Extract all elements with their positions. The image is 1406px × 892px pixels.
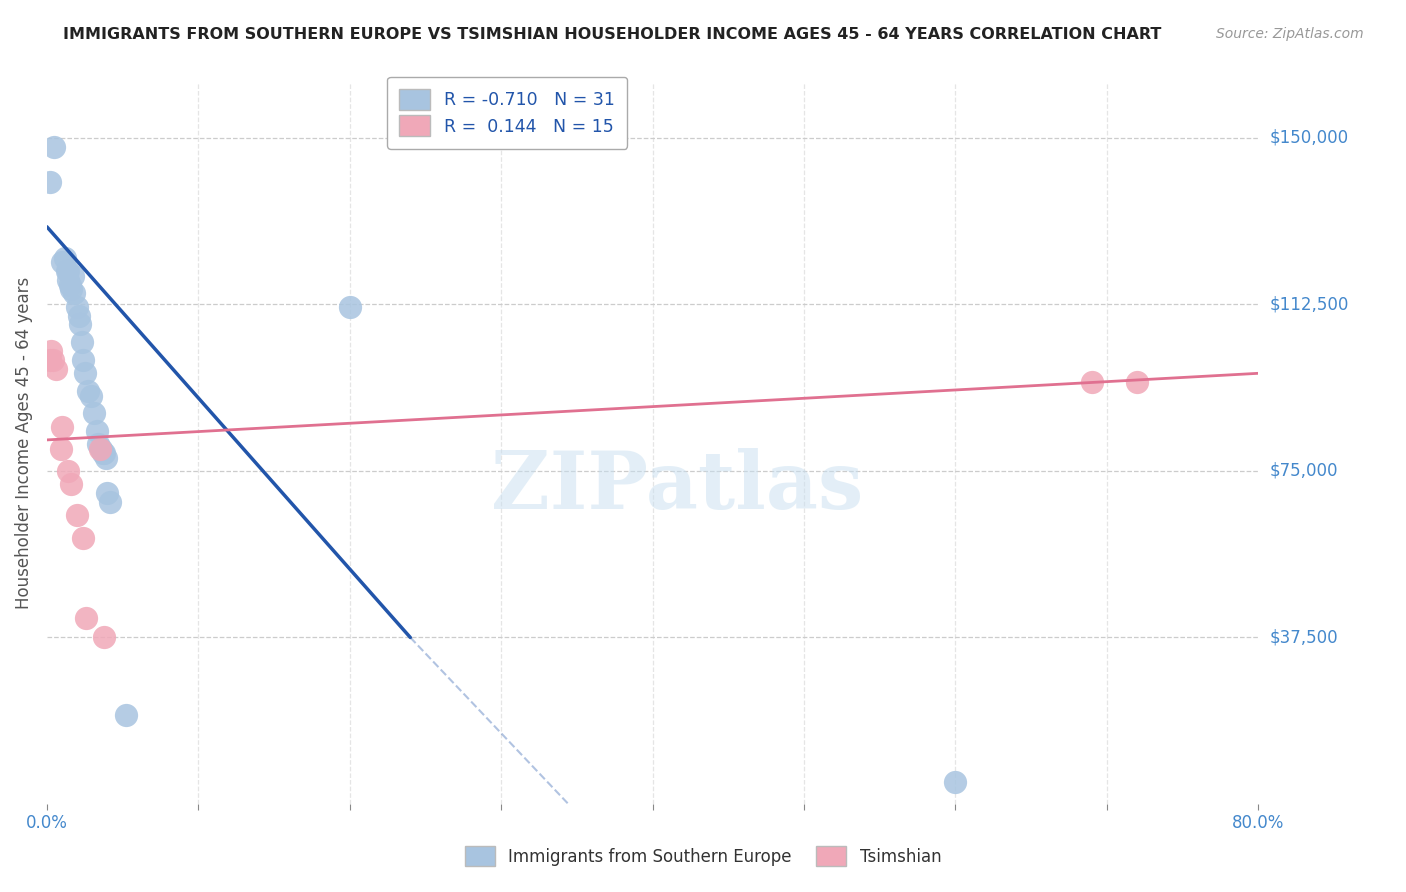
Point: [49, 442, 72, 456]
Point: [114, 708, 136, 723]
Point: [39, 353, 62, 368]
Text: $150,000: $150,000: [1270, 129, 1348, 147]
Text: IMMIGRANTS FROM SOUTHERN EUROPE VS TSIMSHIAN HOUSEHOLDER INCOME AGES 45 - 64 YEA: IMMIGRANTS FROM SOUTHERN EUROPE VS TSIMS…: [63, 27, 1161, 42]
Point: [90, 442, 112, 456]
Point: [1081, 375, 1104, 389]
Point: [56, 464, 79, 478]
Point: [63, 286, 86, 301]
Text: $75,000: $75,000: [1270, 462, 1339, 480]
Point: [60, 477, 83, 491]
Point: [100, 495, 122, 509]
Point: [56, 273, 79, 287]
Point: [87, 437, 110, 451]
Point: [62, 268, 84, 283]
Point: [89, 442, 111, 456]
Point: [56, 264, 79, 278]
Point: [55, 264, 77, 278]
Point: [67, 309, 90, 323]
Point: [51, 419, 73, 434]
Point: [60, 282, 83, 296]
Point: [72, 531, 94, 545]
Point: [86, 424, 108, 438]
Point: [76, 384, 98, 398]
Point: [945, 774, 967, 789]
Point: [45, 362, 67, 376]
Point: [73, 367, 96, 381]
Text: $37,500: $37,500: [1270, 629, 1339, 647]
Point: [53, 251, 76, 265]
Point: [41, 344, 63, 359]
Point: [59, 277, 82, 292]
Point: [93, 446, 115, 460]
Point: [75, 610, 97, 624]
Point: [80, 388, 103, 402]
Point: [69, 318, 91, 332]
Text: $112,500: $112,500: [1270, 295, 1348, 313]
Point: [66, 300, 89, 314]
Point: [39, 175, 62, 189]
Point: [339, 300, 361, 314]
Y-axis label: Householder Income Ages 45 - 64 years: Householder Income Ages 45 - 64 years: [15, 277, 32, 609]
Point: [72, 353, 94, 368]
Point: [91, 446, 114, 460]
Point: [51, 255, 73, 269]
Legend: R = -0.710   N = 31, R =  0.144   N = 15: R = -0.710 N = 31, R = 0.144 N = 15: [387, 77, 627, 149]
Point: [1126, 375, 1149, 389]
Point: [42, 353, 65, 368]
Point: [66, 508, 89, 523]
Legend: Immigrants from Southern Europe, Tsimshian: Immigrants from Southern Europe, Tsimshi…: [457, 838, 949, 875]
Point: [70, 335, 93, 350]
Text: ZIPatlas: ZIPatlas: [491, 448, 863, 525]
Point: [96, 486, 118, 500]
Point: [94, 450, 117, 465]
Point: [44, 140, 66, 154]
Point: [93, 631, 115, 645]
Point: [83, 406, 105, 420]
Text: Source: ZipAtlas.com: Source: ZipAtlas.com: [1216, 27, 1364, 41]
